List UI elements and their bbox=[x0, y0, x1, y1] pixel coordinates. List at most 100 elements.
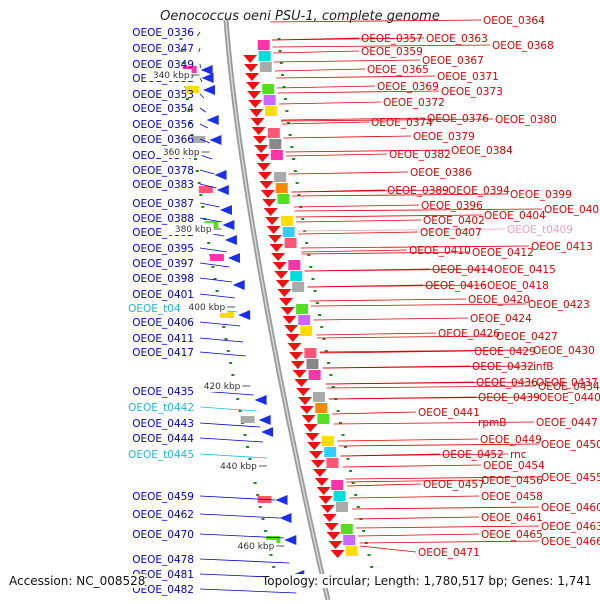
left-gene-label: OEOE_0356 bbox=[132, 119, 194, 131]
gene-block-left bbox=[210, 254, 224, 261]
tick-dot-right bbox=[284, 98, 287, 100]
tick-dot-left bbox=[194, 158, 197, 160]
forward-gene-arrow bbox=[267, 226, 281, 234]
left-label-leader bbox=[200, 94, 204, 98]
right-label-leader bbox=[347, 484, 421, 486]
right-label-leader bbox=[298, 232, 418, 234]
gene-block-right bbox=[300, 326, 312, 336]
tick-dot-right bbox=[312, 278, 315, 280]
gene-block-right bbox=[336, 502, 348, 512]
right-gene-label: OEOE_0432 bbox=[472, 361, 534, 373]
gene-block-right bbox=[292, 282, 304, 292]
right-label-leader bbox=[289, 172, 408, 174]
gene-block-right bbox=[322, 436, 334, 446]
right-gene-label: OEOE_0405 bbox=[544, 204, 600, 216]
gene-block-right bbox=[258, 40, 270, 50]
gene-block-right bbox=[341, 524, 353, 534]
forward-gene-arrow bbox=[313, 469, 327, 477]
gene-block-right bbox=[264, 95, 276, 105]
tick-dot-right bbox=[292, 158, 295, 160]
right-gene-label: OEOE_0436 bbox=[476, 377, 538, 389]
tick-dot-left bbox=[239, 410, 242, 412]
forward-gene-arrow bbox=[243, 55, 257, 63]
right-gene-label: OEOE_0463 bbox=[541, 521, 600, 533]
tick-dot-right bbox=[329, 374, 332, 376]
reverse-gene-arrow bbox=[238, 310, 250, 320]
gene-block-right bbox=[276, 183, 288, 193]
right-gene-label: OEOE_0460 bbox=[541, 502, 600, 514]
left-gene-label: OEOE_0462 bbox=[132, 509, 194, 521]
tick-dot-right bbox=[357, 506, 360, 508]
gene-block-right bbox=[343, 535, 355, 545]
right-gene-label: rpmB bbox=[478, 417, 506, 429]
left-label-leader bbox=[200, 170, 214, 174]
left-gene-label: OEOE_0470 bbox=[132, 529, 194, 541]
tick-dot-right bbox=[289, 134, 292, 136]
tick-dot-left bbox=[216, 290, 219, 292]
forward-gene-arrow bbox=[244, 64, 258, 72]
gene-block-right bbox=[269, 139, 281, 149]
right-gene-label: OEOE_0396 bbox=[421, 200, 483, 212]
gene-block-left bbox=[241, 416, 255, 423]
left-gene-label: OEOE_0444 bbox=[132, 433, 194, 445]
left-gene-label: OEOE_0354 bbox=[132, 103, 194, 115]
accession-text: Accession: NC_008528 bbox=[9, 574, 145, 588]
right-label-leader bbox=[286, 154, 387, 156]
right-label-leader bbox=[337, 439, 478, 441]
right-gene-label: OEOE_0420 bbox=[468, 294, 530, 306]
left-gene-label: OEOE_0443 bbox=[132, 418, 194, 430]
right-gene-label: OEOE_0402 bbox=[423, 215, 485, 227]
left-label-leader bbox=[200, 559, 290, 563]
right-gene-label: OEOE_0373 bbox=[441, 86, 503, 98]
forward-gene-arrow bbox=[254, 145, 268, 153]
left-gene-label: OEOE_0353 bbox=[132, 89, 194, 101]
forward-gene-arrow bbox=[257, 163, 271, 171]
right-gene-label: OEOE_0440 bbox=[539, 392, 600, 404]
right-gene-label: OEOE_0456 bbox=[481, 475, 543, 487]
gene-block-right bbox=[274, 172, 286, 182]
forward-gene-arrow bbox=[249, 109, 263, 117]
right-gene-label: OEOE_0394 bbox=[448, 185, 510, 197]
forward-gene-arrow bbox=[317, 487, 331, 495]
left-label-leader bbox=[200, 108, 206, 112]
right-label-leader bbox=[359, 541, 539, 543]
right-gene-label: OEOE_0424 bbox=[470, 313, 532, 325]
right-gene-label: OEOE_0407 bbox=[420, 227, 482, 239]
forward-gene-arrow bbox=[325, 523, 339, 531]
forward-gene-arrow bbox=[270, 244, 284, 252]
forward-gene-arrow bbox=[315, 478, 329, 486]
backbone-track bbox=[226, 20, 328, 600]
tick-dot-right bbox=[327, 362, 330, 364]
right-gene-label: OEOE_0367 bbox=[422, 55, 484, 67]
left-label-leader bbox=[200, 248, 227, 252]
right-label-leader bbox=[277, 86, 375, 88]
left-label-leader bbox=[200, 263, 230, 267]
forward-gene-arrow bbox=[279, 298, 293, 306]
right-label-leader bbox=[273, 51, 359, 53]
tick-dot-right bbox=[337, 410, 340, 412]
forward-gene-arrow bbox=[309, 451, 323, 459]
tick-dot-left bbox=[211, 266, 214, 268]
left-gene-label: OEOE_0383 bbox=[132, 179, 194, 191]
forward-gene-arrow bbox=[274, 271, 288, 279]
gene-block-right bbox=[281, 216, 293, 226]
right-gene-label: OEOE_0371 bbox=[437, 71, 499, 83]
forward-gene-arrow bbox=[300, 406, 314, 414]
reverse-gene-arrow bbox=[220, 205, 232, 215]
tick-dot-right bbox=[296, 182, 299, 184]
forward-gene-arrow bbox=[305, 433, 319, 441]
gene-block-right bbox=[309, 370, 321, 380]
forward-gene-arrow bbox=[311, 460, 325, 468]
forward-gene-arrow bbox=[255, 154, 269, 162]
gene-block-right bbox=[298, 315, 310, 325]
left-gene-label: OEOE_0336 bbox=[132, 27, 194, 39]
forward-gene-arrow bbox=[319, 496, 333, 504]
right-gene-label: OEOE_0461 bbox=[481, 512, 543, 524]
kbp-marker-label: 340 kbp bbox=[153, 71, 190, 81]
right-gene-label: OEOE_0457 bbox=[423, 479, 485, 491]
tick-dot-left bbox=[207, 242, 210, 244]
right-gene-label: OEOE_0365 bbox=[367, 64, 429, 76]
right-label-leader bbox=[360, 546, 416, 552]
forward-gene-arrow bbox=[286, 334, 300, 342]
